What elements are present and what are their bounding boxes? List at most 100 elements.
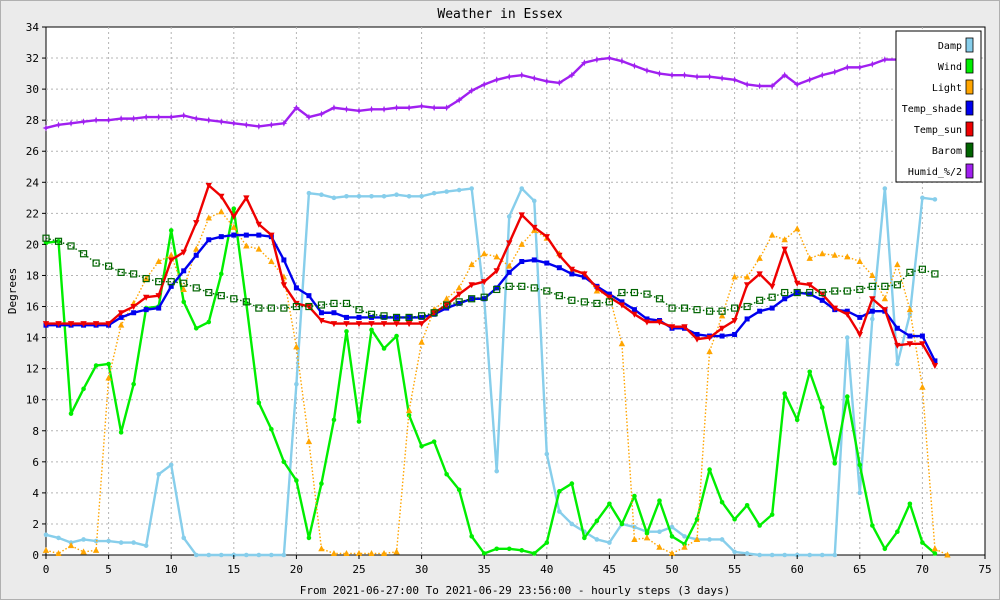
data-point	[156, 471, 161, 477]
data-point	[505, 282, 513, 290]
data-point	[292, 302, 300, 311]
x-tick-label: 60	[791, 563, 804, 576]
data-point	[167, 278, 175, 286]
data-point	[807, 291, 813, 297]
data-point	[643, 66, 651, 74]
data-point	[732, 516, 737, 522]
data-point	[55, 321, 62, 328]
data-point	[280, 282, 288, 289]
data-point	[355, 306, 363, 314]
data-point	[205, 116, 213, 124]
data-point	[906, 306, 914, 313]
data-point	[781, 236, 788, 243]
data-point	[419, 193, 424, 199]
data-point	[844, 394, 850, 399]
data-point	[243, 195, 250, 202]
data-point	[80, 321, 87, 328]
data-point	[544, 451, 550, 457]
data-point	[67, 242, 75, 250]
series-group	[42, 54, 951, 558]
y-tick-label: 10	[26, 394, 39, 407]
data-point	[569, 521, 575, 527]
x-tick-label: 5	[105, 563, 112, 576]
x-tick-label: 15	[227, 563, 240, 576]
data-point	[793, 80, 801, 88]
data-point	[206, 319, 212, 325]
data-point	[156, 305, 162, 311]
data-point	[618, 340, 626, 347]
data-point	[918, 265, 927, 273]
data-point	[431, 190, 437, 196]
data-point	[506, 546, 512, 552]
data-point	[844, 308, 850, 314]
legend-swatch	[965, 142, 974, 158]
data-point	[906, 341, 914, 348]
y-tick-label: 18	[26, 269, 39, 282]
y-tick-label: 8	[32, 425, 39, 438]
data-point	[556, 252, 563, 259]
data-point	[380, 549, 388, 556]
data-point	[79, 250, 88, 258]
data-point	[681, 324, 688, 331]
data-point	[519, 258, 525, 264]
data-point	[557, 489, 562, 494]
data-point	[531, 224, 538, 231]
data-point	[555, 79, 563, 87]
y-tick-label: 22	[26, 207, 39, 220]
data-point	[218, 234, 224, 240]
data-point	[844, 311, 851, 318]
data-point	[142, 113, 150, 121]
data-point	[757, 523, 762, 528]
data-point	[105, 374, 112, 381]
data-point	[832, 461, 838, 466]
data-point	[455, 284, 463, 291]
data-point	[331, 195, 337, 201]
series-barom	[42, 234, 939, 321]
data-point	[481, 250, 488, 257]
x-axis-label: From 2021-06-27:00 To 2021-06-29 23:56:0…	[300, 584, 730, 597]
data-point	[856, 63, 864, 71]
y-tick-label: 32	[26, 52, 39, 65]
x-tick-label: 20	[290, 563, 303, 576]
data-point	[444, 471, 449, 477]
data-point	[481, 551, 487, 556]
data-point	[593, 299, 601, 308]
data-point	[394, 333, 399, 339]
data-point	[569, 271, 575, 277]
data-point	[618, 288, 626, 297]
data-point	[681, 71, 689, 79]
data-point	[669, 524, 675, 530]
data-point	[244, 552, 249, 558]
data-point	[142, 274, 150, 283]
data-point	[43, 532, 49, 538]
data-point	[619, 299, 625, 305]
data-point	[181, 535, 187, 541]
data-point	[255, 245, 263, 252]
data-point	[718, 325, 726, 332]
data-point	[944, 551, 951, 558]
data-point	[669, 534, 675, 539]
data-point	[343, 321, 350, 328]
data-point	[330, 321, 338, 328]
data-point	[392, 313, 401, 321]
data-point	[368, 549, 375, 556]
data-point	[555, 292, 563, 300]
data-point	[594, 537, 600, 542]
data-point	[768, 231, 776, 238]
data-point	[694, 331, 700, 337]
data-point	[881, 282, 889, 290]
data-point	[342, 299, 351, 308]
data-point	[418, 102, 426, 110]
data-point	[794, 290, 800, 296]
data-point	[344, 329, 349, 334]
data-point	[317, 301, 326, 309]
data-point	[857, 462, 863, 468]
data-point	[418, 338, 425, 345]
data-point	[819, 291, 826, 298]
data-point	[369, 193, 374, 199]
data-point	[430, 309, 438, 317]
data-point	[581, 271, 588, 278]
data-point	[192, 284, 200, 292]
data-point	[806, 282, 813, 289]
data-point	[480, 80, 488, 88]
